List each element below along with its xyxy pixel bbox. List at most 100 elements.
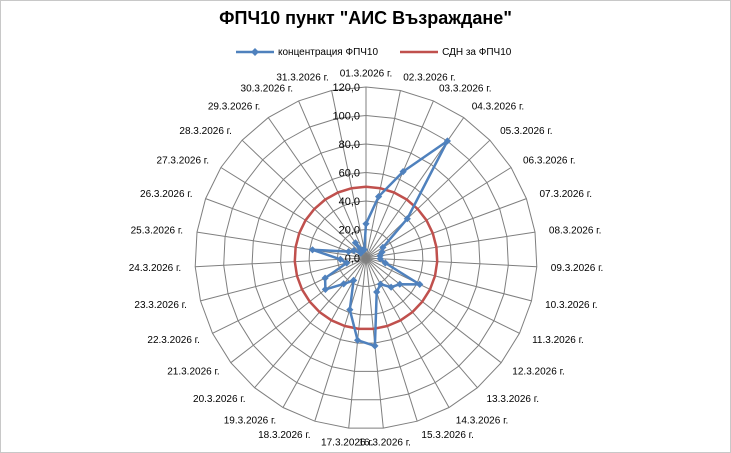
category-label: 14.3.2026 г.	[456, 415, 508, 426]
grid-spoke-2	[365, 100, 434, 259]
radar-grid	[194, 86, 538, 429]
grid-ring-2	[308, 200, 424, 316]
category-label: 02.3.2026 г.	[403, 72, 455, 83]
data-point-marker	[321, 285, 329, 293]
data-point-marker	[350, 276, 358, 284]
legend-swatch-limit	[400, 50, 439, 54]
data-point-marker	[373, 288, 381, 296]
category-label: 04.3.2026 г.	[472, 102, 524, 113]
category-label: 29.3.2026 г.	[208, 102, 260, 113]
category-label: 06.3.2026 г.	[523, 156, 575, 167]
category-label: 17.3.2026 г.	[321, 438, 373, 449]
data-point-marker	[354, 336, 362, 344]
category-label: 16.3.2026 г.	[358, 438, 410, 449]
grid-spoke-30	[331, 90, 367, 259]
grid-spoke-17	[314, 257, 367, 422]
tick-label: 80,0	[339, 139, 360, 151]
grid-ring-6	[194, 86, 538, 429]
series-line-0	[311, 139, 449, 348]
data-point-marker	[340, 280, 348, 288]
category-label: 01.3.2026 г.	[340, 69, 392, 80]
category-label: 18.3.2026 г.	[258, 430, 310, 441]
grid-spoke-5	[365, 167, 512, 259]
grid-ring-5	[223, 114, 509, 401]
grid-spoke-24	[196, 231, 367, 259]
category-label: 26.3.2026 г.	[140, 189, 192, 200]
grid-spoke-14	[365, 257, 418, 422]
category-label: 13.3.2026 г.	[487, 394, 539, 405]
category-label: 05.3.2026 г.	[500, 126, 552, 137]
data-point-marker	[343, 259, 351, 267]
legend-label-limit: СДН за ФПЧ10	[442, 46, 512, 58]
data-point-marker	[350, 246, 358, 255]
category-label: 21.3.2026 г.	[167, 367, 219, 378]
category-label: 24.3.2026 г.	[129, 263, 181, 274]
tick-label: 20,0	[339, 225, 360, 237]
grid-spoke-20	[230, 257, 367, 364]
grid-spoke-26	[220, 167, 367, 259]
grid-spoke-29	[298, 100, 367, 259]
category-label: 23.3.2026 г.	[134, 300, 186, 311]
grid-spoke-6	[365, 198, 527, 259]
data-point-marker	[416, 280, 424, 288]
category-label: 30.3.2026 г.	[241, 84, 293, 95]
data-point-marker	[321, 274, 329, 282]
grid-spoke-21	[212, 257, 367, 334]
category-label: 12.3.2026 г.	[512, 367, 564, 378]
tick-label: 40,0	[339, 196, 360, 208]
category-label: 07.3.2026 г.	[540, 189, 592, 200]
data-point-marker	[376, 280, 385, 288]
data-point-marker	[376, 255, 384, 263]
category-label: 20.3.2026 г.	[193, 394, 245, 405]
data-point-marker	[345, 248, 353, 256]
chart-title: ФПЧ10 пункт "АИС Възраждане"	[219, 8, 512, 28]
series-layer	[293, 137, 451, 350]
grid-ring-1	[336, 228, 396, 287]
data-point-marker	[379, 243, 387, 251]
grid-spoke-25	[205, 198, 367, 259]
data-point-marker	[381, 259, 389, 267]
category-label: 03.3.2026 г.	[439, 84, 491, 95]
tick-label: 100,0	[332, 111, 360, 123]
category-label: 08.3.2026 г.	[549, 226, 601, 237]
category-label: 15.3.2026 г.	[421, 430, 473, 441]
grid-spoke-9	[365, 257, 532, 302]
category-label: 10.3.2026 г.	[545, 300, 597, 311]
category-label: 09.3.2026 г.	[551, 263, 603, 274]
data-point-marker	[399, 168, 407, 176]
data-point-marker	[346, 306, 354, 314]
data-point-marker	[371, 342, 379, 350]
grid-spoke-7	[365, 231, 536, 259]
data-point-marker	[336, 255, 344, 263]
tick-label: 120,0	[332, 82, 360, 94]
data-point-marker	[357, 249, 365, 257]
data-point-marker	[362, 220, 370, 228]
category-label: 19.3.2026 г.	[224, 415, 276, 426]
legend-label-concentration: концентрация ФПЧ10	[278, 46, 379, 58]
category-label: 27.3.2026 г.	[157, 156, 209, 167]
legend-item-limit: СДН за ФПЧ10	[400, 44, 511, 60]
grid-spoke-1	[365, 90, 401, 259]
legend-swatch-concentration	[236, 48, 274, 56]
grid-ring-4	[251, 143, 481, 372]
data-point-marker	[396, 280, 404, 288]
category-label: 25.3.2026 г.	[131, 226, 183, 237]
data-point-marker	[443, 137, 451, 145]
grid-spoke-27	[241, 139, 367, 259]
legend-item-concentration: концентрация ФПЧ10	[236, 44, 378, 60]
legend: концентрация ФПЧ10 СДН за ФПЧ10	[236, 44, 533, 60]
category-label: 11.3.2026 г.	[532, 335, 584, 346]
data-point-marker	[387, 283, 395, 291]
data-point-marker	[375, 193, 383, 201]
data-point-marker	[360, 246, 368, 254]
category-labels: 01.3.2026 г. 02.3.2026 г.03.3.2026 г. 04.3…	[129, 69, 604, 449]
series-line-1	[293, 185, 439, 331]
tick-label: 60,0	[339, 168, 360, 180]
category-label: 31.3.2026 г.	[276, 72, 328, 83]
category-label: 28.3.2026 г.	[179, 126, 231, 137]
data-point-marker	[351, 239, 359, 247]
grid-spoke-4	[365, 139, 491, 259]
grid-spoke-11	[365, 257, 502, 364]
